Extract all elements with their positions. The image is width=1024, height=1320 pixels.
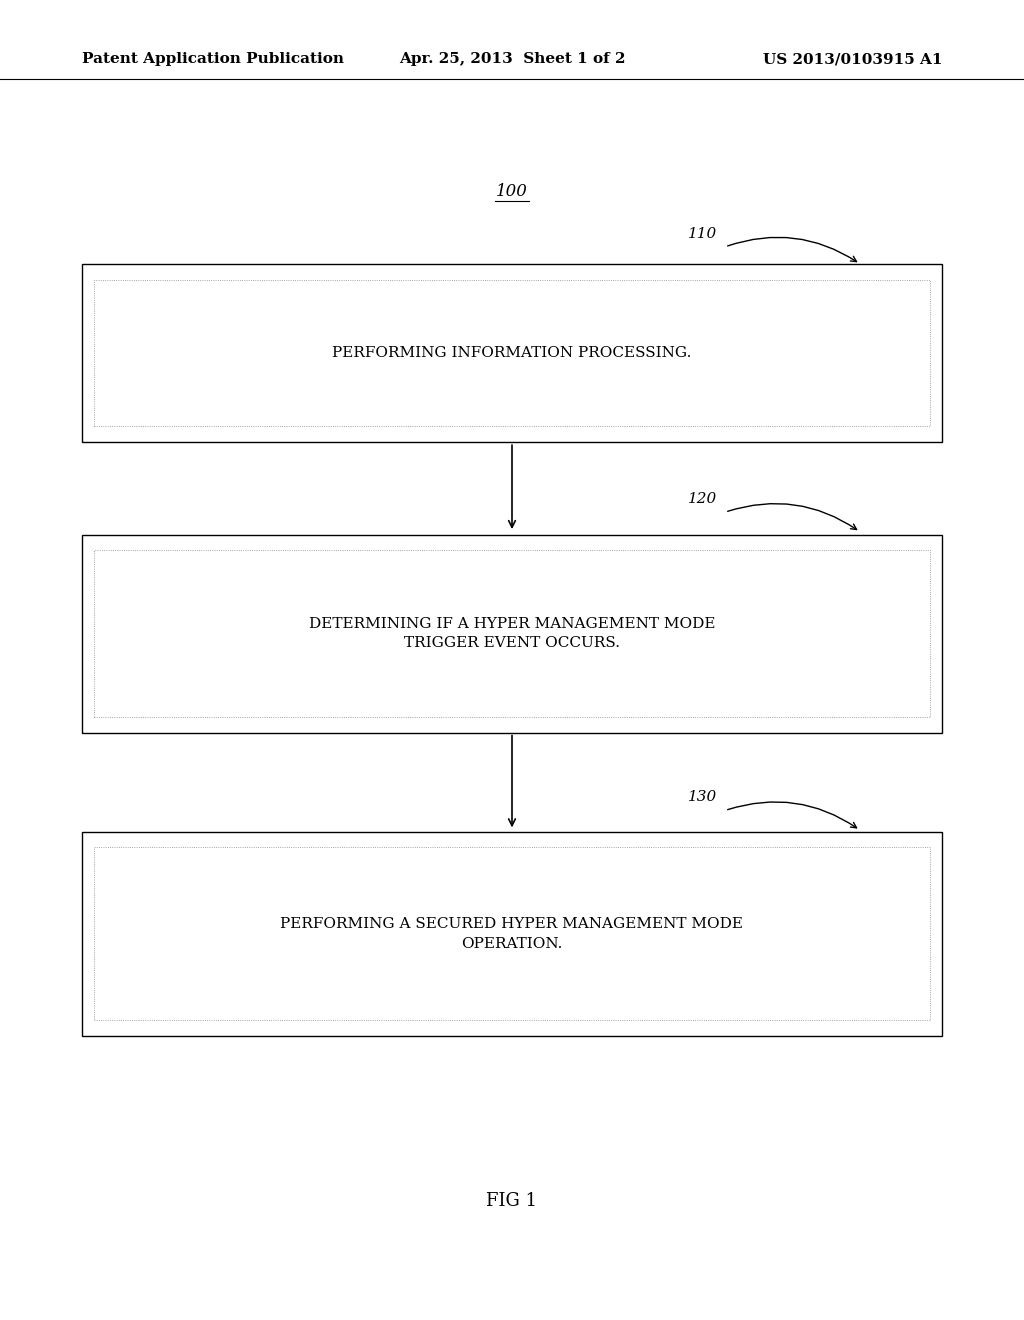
FancyBboxPatch shape: [82, 264, 942, 442]
Text: 120: 120: [688, 492, 718, 506]
Text: Apr. 25, 2013  Sheet 1 of 2: Apr. 25, 2013 Sheet 1 of 2: [398, 53, 626, 66]
Text: 110: 110: [688, 227, 718, 240]
Text: PERFORMING INFORMATION PROCESSING.: PERFORMING INFORMATION PROCESSING.: [333, 346, 691, 360]
Text: Patent Application Publication: Patent Application Publication: [82, 53, 344, 66]
Text: US 2013/0103915 A1: US 2013/0103915 A1: [763, 53, 942, 66]
Text: 100: 100: [496, 183, 528, 199]
Text: DETERMINING IF A HYPER MANAGEMENT MODE
TRIGGER EVENT OCCURS.: DETERMINING IF A HYPER MANAGEMENT MODE T…: [309, 616, 715, 651]
Text: 130: 130: [688, 791, 718, 804]
FancyBboxPatch shape: [82, 832, 942, 1036]
FancyBboxPatch shape: [82, 535, 942, 733]
Text: PERFORMING A SECURED HYPER MANAGEMENT MODE
OPERATION.: PERFORMING A SECURED HYPER MANAGEMENT MO…: [281, 917, 743, 950]
Text: FIG 1: FIG 1: [486, 1192, 538, 1210]
